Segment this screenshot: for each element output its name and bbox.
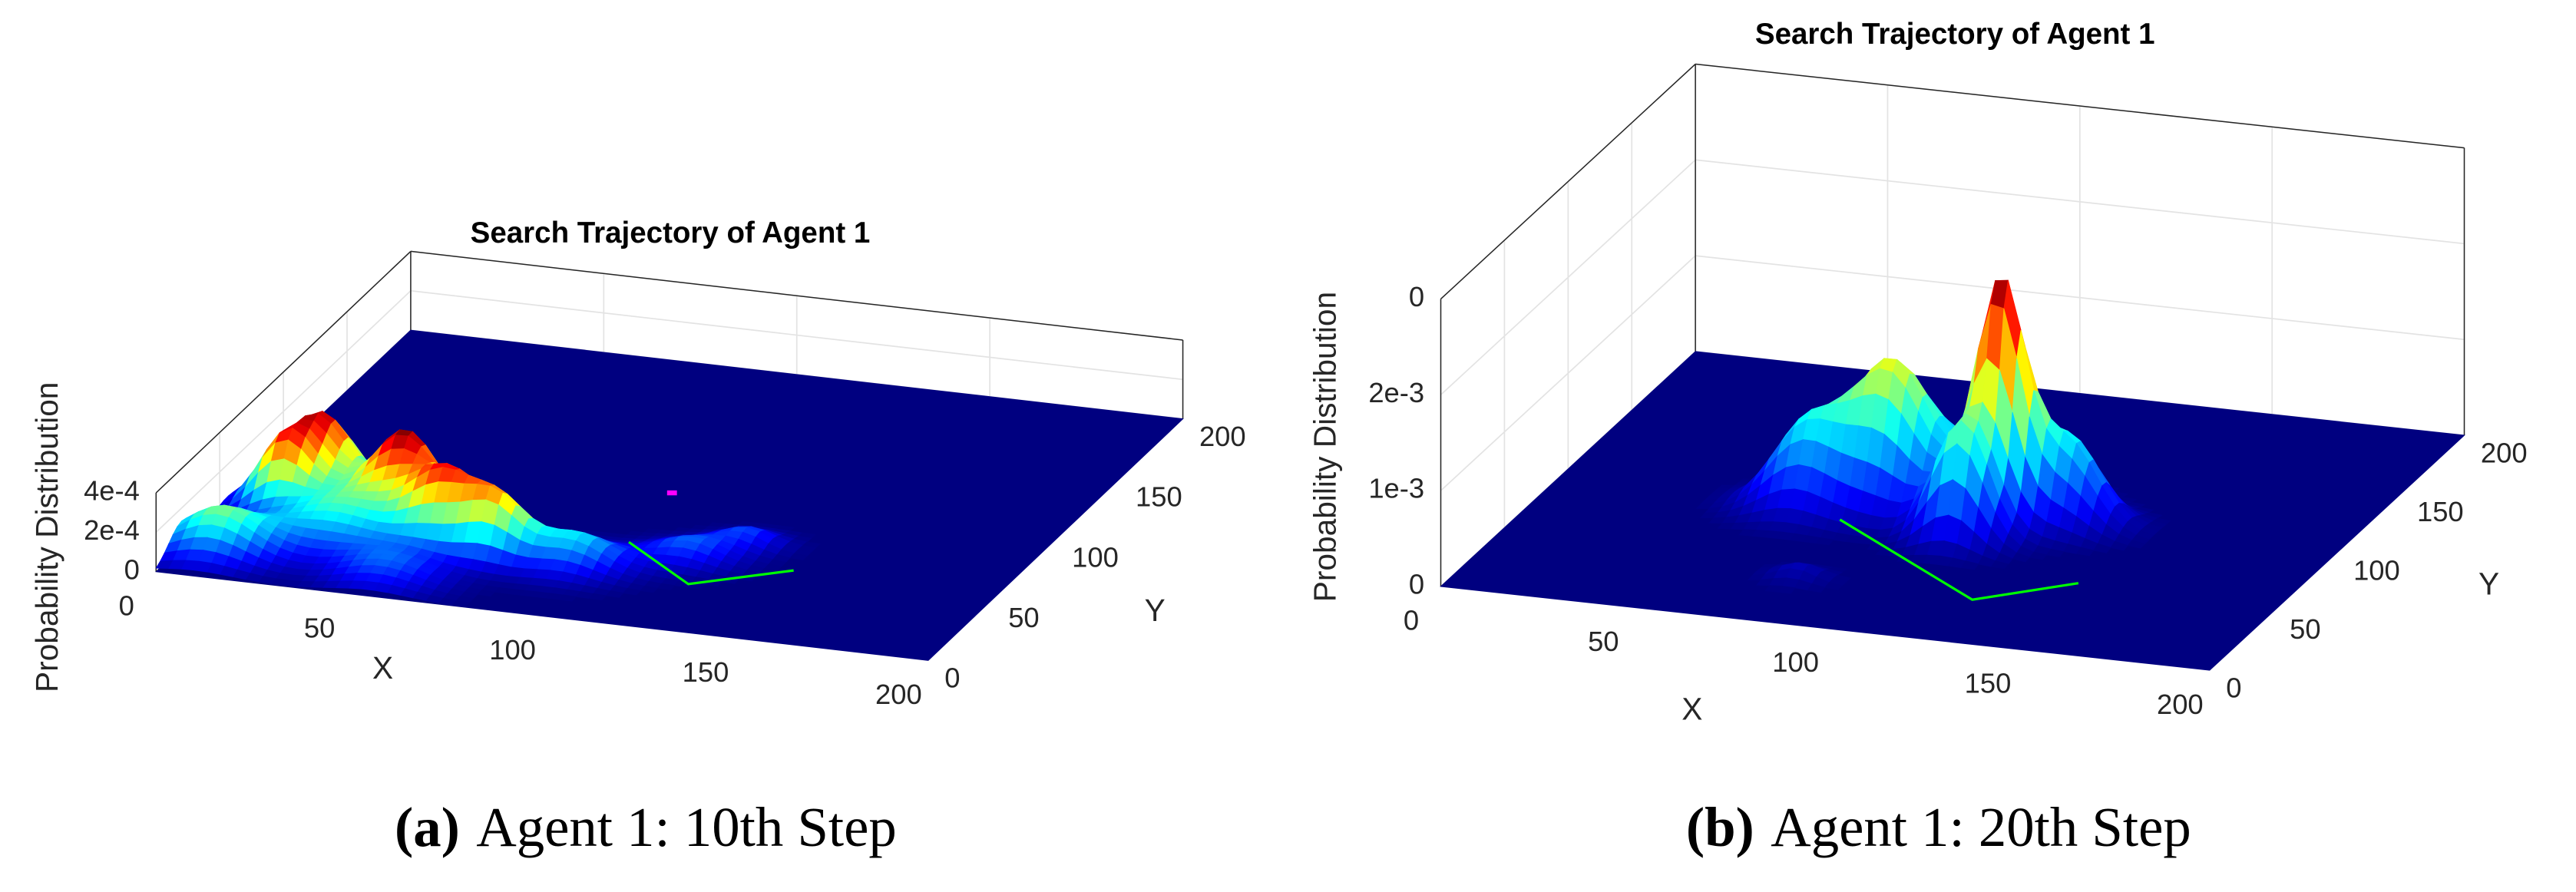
caption-text: Agent 1: 20th Step — [1771, 796, 2191, 858]
z-tick-label: 1e-3 — [1368, 473, 1424, 504]
z-tick-label: 0 — [1409, 569, 1424, 600]
y-tick-label: 200 — [1199, 421, 1246, 452]
x-tick-label: 0 — [119, 590, 134, 621]
y-tick-label: 0 — [2226, 672, 2241, 703]
chart-title: Search Trajectory of Agent 1 — [1755, 18, 2155, 51]
x-tick-label: 150 — [683, 656, 729, 688]
x-tick-label: 50 — [304, 612, 335, 643]
x-tick-label: 200 — [875, 679, 922, 710]
x-axis-label: X — [372, 650, 393, 686]
surface-patch — [2045, 548, 2065, 557]
surface-patch — [1777, 586, 1796, 594]
surface-patch — [605, 590, 624, 598]
y-tick-label: 150 — [2417, 496, 2464, 527]
y-tick-label: 100 — [2353, 554, 2400, 586]
surface-patch — [588, 593, 607, 601]
x-tick-label: 0 — [1404, 605, 1419, 636]
x-tick-label: 100 — [1772, 646, 1819, 678]
trajectory — [628, 540, 794, 586]
caption-text: Agent 1: 10th Step — [476, 796, 897, 858]
agent-position — [666, 490, 677, 496]
y-axis-label: Y — [2478, 567, 2499, 602]
caption: (a) Agent 1: 10th Step — [395, 796, 897, 858]
panel: 0 50 100 150 200 0 50 100 150 200 0 2e-4 4e-4 X Y Proba… — [29, 216, 1246, 857]
box-edge — [410, 250, 1183, 341]
panel: 0 50 100 150 200 0 50 100 150 200 0 1e-3 2e-3 0 X Y Prob… — [1308, 18, 2528, 857]
z-tick-label: 2e-3 — [1368, 377, 1424, 408]
surface-patch — [558, 594, 577, 602]
x-tick-label: 100 — [489, 634, 536, 666]
box-edge — [1440, 63, 1696, 300]
trajectory — [1839, 518, 2079, 601]
y-tick-label: 0 — [944, 662, 960, 694]
box-edge — [155, 250, 412, 494]
surface-patch — [1960, 560, 1979, 570]
y-tick-label: 100 — [1072, 541, 1119, 573]
surface-patch — [1815, 537, 1834, 546]
y-tick-label: 50 — [1008, 602, 1039, 633]
surface-patch — [2012, 552, 2031, 563]
z-tick-label: 2e-4 — [84, 514, 140, 546]
surface-patch — [2110, 540, 2128, 551]
surface-patch — [2093, 543, 2111, 553]
y-tick-label: 200 — [2481, 437, 2528, 468]
z-axis-label: Probability Distribution — [29, 382, 64, 692]
x-tick-label: 150 — [1965, 668, 2012, 699]
chart-title: Search Trajectory of Agent 1 — [471, 216, 871, 249]
surface-patch — [1807, 583, 1826, 593]
x-axis-label: X — [1682, 691, 1702, 726]
surface-patch — [656, 583, 676, 590]
y-axis-label: Y — [1145, 593, 1166, 628]
box-edge — [1695, 63, 2465, 149]
surface-patch — [789, 553, 809, 560]
surface-patch — [477, 590, 496, 597]
z-axis-label: Probability Distribution — [1308, 292, 1343, 602]
caption-label: (a) — [395, 796, 460, 858]
z-tick-label: 0 — [124, 553, 140, 585]
surface-patch — [640, 586, 659, 593]
caption-label: (b) — [1686, 796, 1754, 858]
x-tick-label: 50 — [1588, 626, 1619, 657]
surface-patch — [2075, 547, 2095, 557]
surface-patch — [622, 588, 641, 596]
z-tick-label: 4e-4 — [84, 475, 140, 507]
surface-patch — [1990, 560, 2009, 570]
y-tick-label: 50 — [2290, 613, 2320, 645]
surface-patch — [1824, 582, 1843, 591]
x-tick-label: 200 — [2157, 689, 2204, 720]
surface-patch — [451, 600, 470, 608]
caption: (b) Agent 1: 20th Step — [1686, 796, 2191, 858]
z-tick-label: 0 — [1409, 281, 1424, 312]
surface-patch — [2127, 540, 2146, 549]
y-tick-label: 150 — [1136, 481, 1182, 513]
surface-patch — [2029, 551, 2048, 560]
